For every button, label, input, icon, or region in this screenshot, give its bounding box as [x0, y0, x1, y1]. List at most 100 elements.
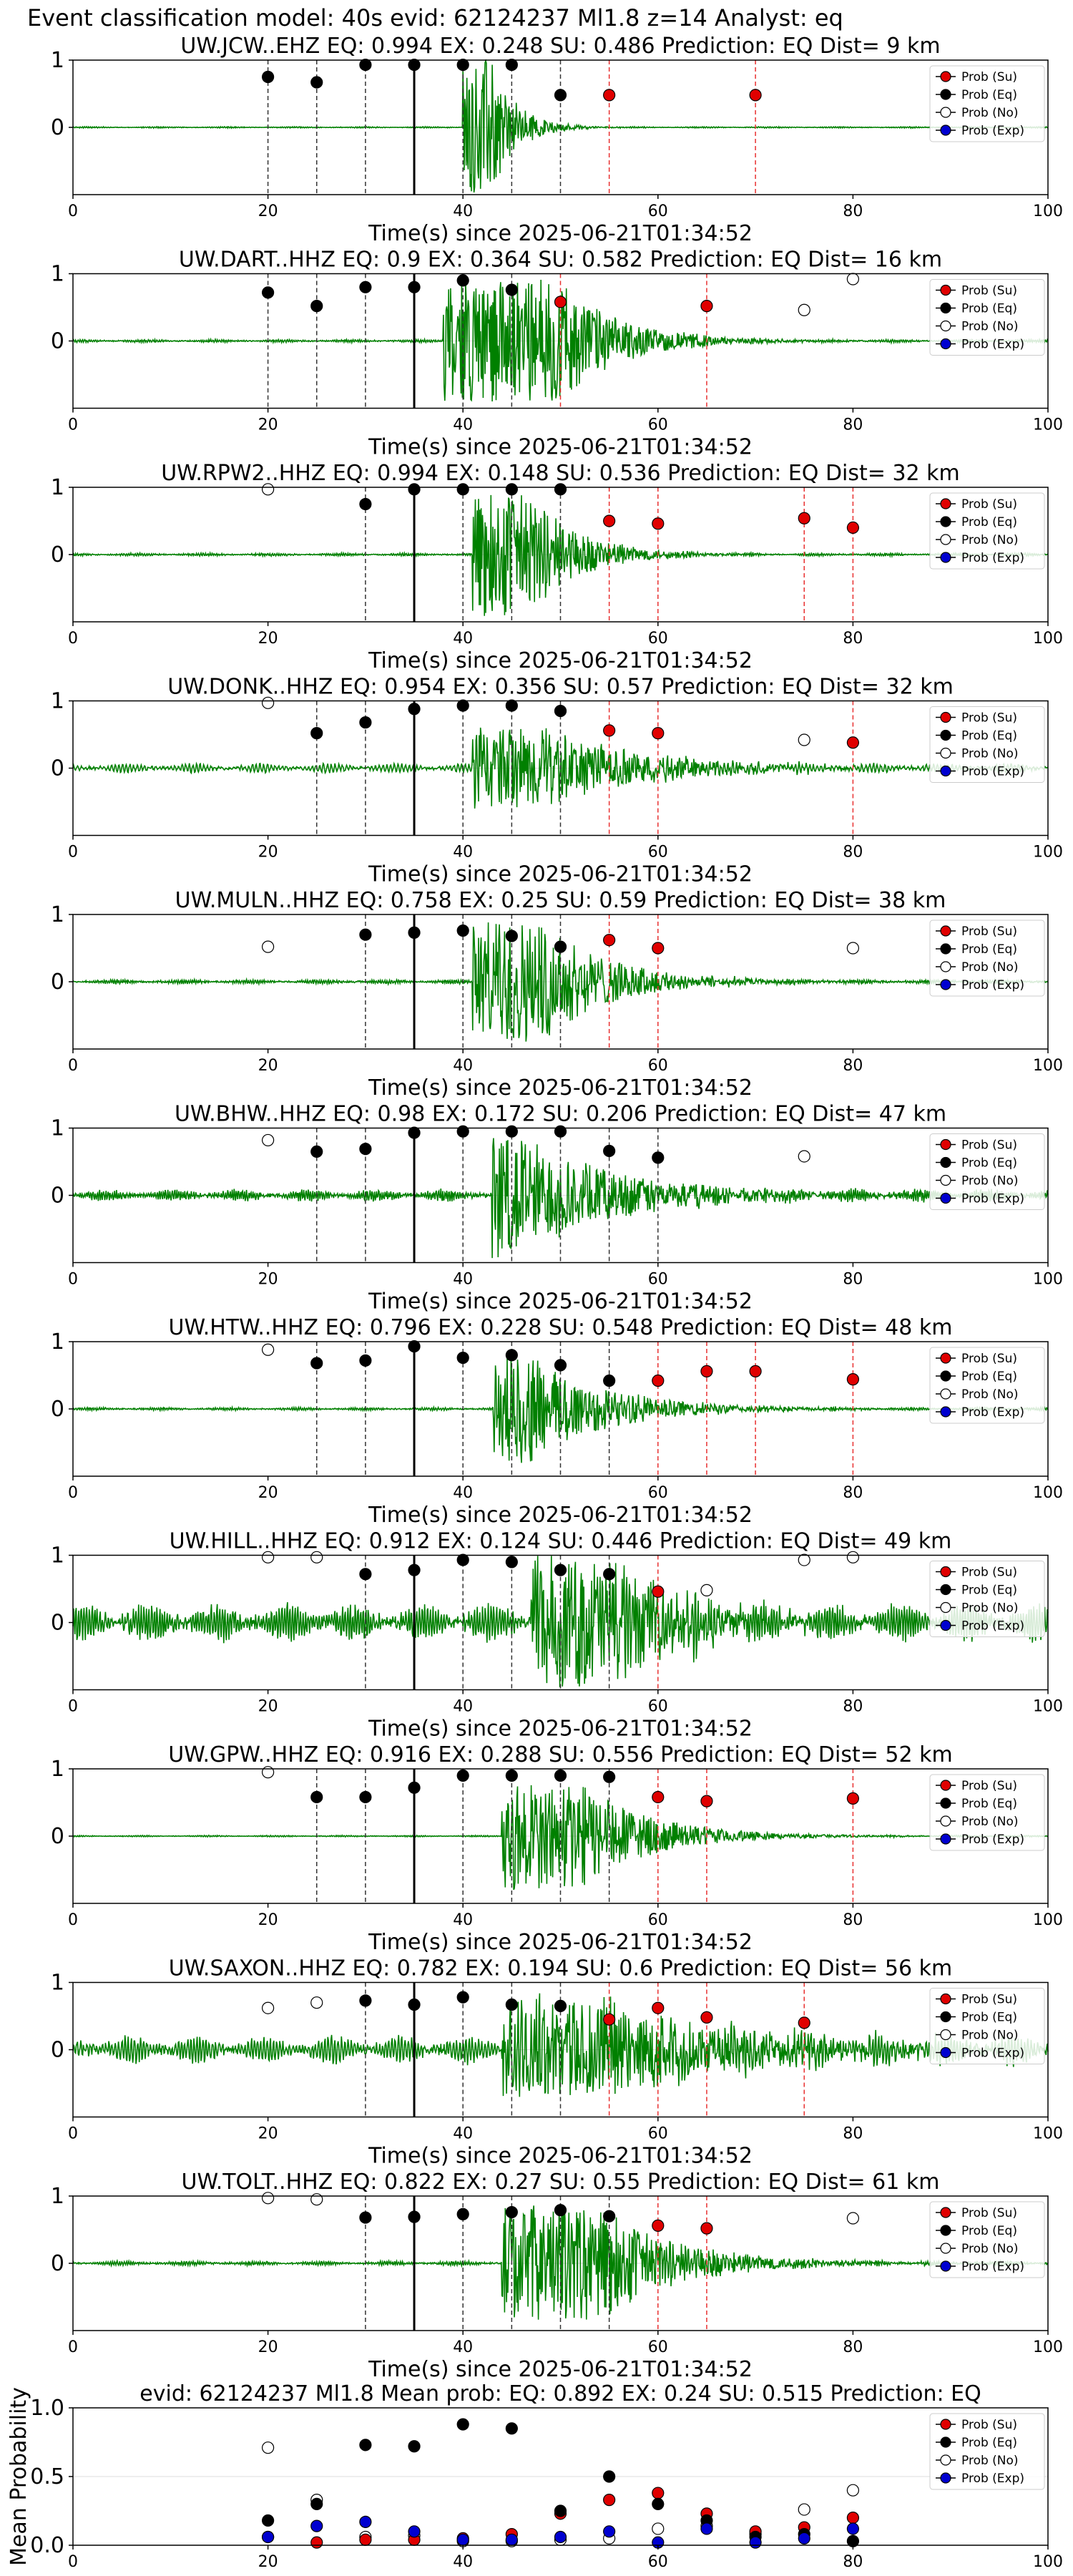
- point-eq: [456, 1351, 469, 1365]
- panel-title: UW.JCW..EHZ EQ: 0.994 EX: 0.248 SU: 0.48…: [180, 34, 940, 59]
- x-tick-label: 80: [843, 1911, 863, 1929]
- y-tick-label: 1.0: [30, 2396, 64, 2421]
- point-eq: [310, 727, 323, 740]
- x-tick-label: 100: [1033, 844, 1063, 862]
- x-tick-label: 20: [258, 630, 278, 648]
- panel-0: UW.JCW..EHZ EQ: 0.994 EX: 0.248 SU: 0.48…: [51, 34, 1063, 246]
- point-su: [700, 2222, 713, 2235]
- y-tick-label: 0: [51, 1184, 64, 1209]
- legend-marker-eq: [940, 516, 951, 527]
- point-su: [749, 89, 762, 102]
- point-su: [652, 2487, 665, 2499]
- point-no: [652, 2522, 665, 2535]
- legend-marker-exp: [940, 125, 951, 136]
- x-tick-label: 60: [648, 416, 668, 434]
- point-su: [554, 296, 567, 308]
- legend-box: [929, 919, 1045, 997]
- x-tick-label: 0: [68, 1484, 78, 1502]
- legend-marker-su: [940, 284, 951, 296]
- y-tick-label: 0: [51, 756, 64, 781]
- x-tick-label: 80: [843, 630, 863, 648]
- y-tick-label: 0: [51, 1824, 64, 1849]
- panel-2: UW.RPW2..HHZ EQ: 0.994 EX: 0.148 SU: 0.5…: [51, 461, 1063, 673]
- legend-label: Prob (No): [961, 1601, 1019, 1616]
- point-eq: [310, 300, 323, 313]
- point-su: [700, 2011, 713, 2024]
- point-eq: [310, 2497, 323, 2510]
- legend-marker-no: [940, 1388, 951, 1400]
- y-tick-label: 0: [51, 970, 64, 995]
- legend-marker-no: [940, 2029, 951, 2041]
- point-eq: [505, 2422, 518, 2435]
- legend-box: [929, 1347, 1045, 1424]
- x-tick-label: 100: [1033, 2125, 1063, 2143]
- legend-marker-eq: [940, 943, 951, 955]
- x-tick-label: 40: [453, 1911, 473, 1929]
- point-su: [700, 1365, 713, 1377]
- point-su: [700, 1795, 713, 1807]
- point-eq: [408, 1126, 421, 1139]
- x-axis-label: Time(s) since 2025-06-21T01:34:52: [368, 2357, 753, 2382]
- legend-label: Prob (Su): [961, 1138, 1017, 1153]
- x-tick-label: 60: [648, 1484, 668, 1502]
- legend-marker-eq: [940, 2436, 951, 2448]
- point-su: [846, 1792, 860, 1805]
- x-tick-label: 20: [258, 844, 278, 862]
- x-axis-label: Time(s) since 2025-06-21T01:34:52: [368, 2144, 753, 2169]
- point-exp: [554, 2530, 567, 2544]
- point-su: [846, 1373, 860, 1386]
- panel-10: UW.TOLT..HHZ EQ: 0.822 EX: 0.27 SU: 0.55…: [51, 2170, 1063, 2382]
- point-su: [652, 2219, 665, 2232]
- x-tick-label: 60: [648, 2338, 668, 2356]
- point-no: [846, 2212, 860, 2225]
- legend-label: Prob (Exp): [961, 1405, 1024, 1420]
- point-no: [262, 940, 275, 953]
- point-su: [798, 512, 810, 525]
- legend-marker-su: [940, 1352, 951, 1364]
- x-tick-label: 40: [453, 1057, 473, 1075]
- x-tick-label: 20: [258, 2553, 278, 2571]
- point-su: [846, 521, 860, 535]
- point-exp: [505, 2533, 518, 2546]
- panels-group: UW.JCW..EHZ EQ: 0.994 EX: 0.248 SU: 0.48…: [6, 34, 1063, 2571]
- x-axis-label: Time(s) since 2025-06-21T01:34:52: [368, 1717, 753, 1742]
- x-tick-label: 0: [68, 1271, 78, 1289]
- point-no: [846, 2484, 860, 2497]
- point-no: [846, 273, 860, 286]
- point-eq: [554, 1999, 567, 2012]
- x-tick-label: 40: [453, 1484, 473, 1502]
- point-eq: [359, 1354, 372, 1367]
- x-tick-label: 80: [843, 416, 863, 434]
- legend-label: Prob (Su): [961, 2418, 1017, 2432]
- legend-marker-eq: [940, 1584, 951, 1596]
- x-tick-label: 80: [843, 1271, 863, 1289]
- point-eq: [505, 1349, 518, 1362]
- point-no: [262, 2192, 275, 2205]
- legend-label: Prob (Su): [961, 1352, 1017, 1366]
- point-eq: [505, 2205, 518, 2219]
- x-tick-label: 60: [648, 1698, 668, 1716]
- x-tick-label: 40: [453, 2553, 473, 2571]
- point-eq: [505, 1125, 518, 1138]
- point-eq: [505, 1556, 518, 1568]
- point-no: [262, 2001, 275, 2014]
- point-eq: [359, 497, 372, 511]
- y-tick-label: 1: [51, 262, 64, 287]
- point-exp: [408, 2525, 421, 2538]
- panel-8: UW.GPW..HHZ EQ: 0.916 EX: 0.288 SU: 0.55…: [51, 1742, 1063, 1955]
- y-tick-label: 1: [51, 902, 64, 927]
- point-no: [310, 2193, 323, 2206]
- legend-label: Prob (Eq): [961, 88, 1017, 102]
- legend-label: Prob (Su): [961, 70, 1017, 84]
- point-eq: [408, 2210, 421, 2223]
- legend-label: Prob (Eq): [961, 2011, 1017, 2025]
- y-tick-label: 0: [51, 115, 64, 140]
- legend-marker-no: [940, 107, 951, 118]
- point-no: [798, 1553, 810, 1566]
- legend-label: Prob (Exp): [961, 551, 1024, 565]
- point-eq: [408, 926, 421, 939]
- x-tick-label: 0: [68, 2553, 78, 2571]
- waveform-trace: [72, 1138, 1049, 1259]
- point-eq: [554, 89, 567, 102]
